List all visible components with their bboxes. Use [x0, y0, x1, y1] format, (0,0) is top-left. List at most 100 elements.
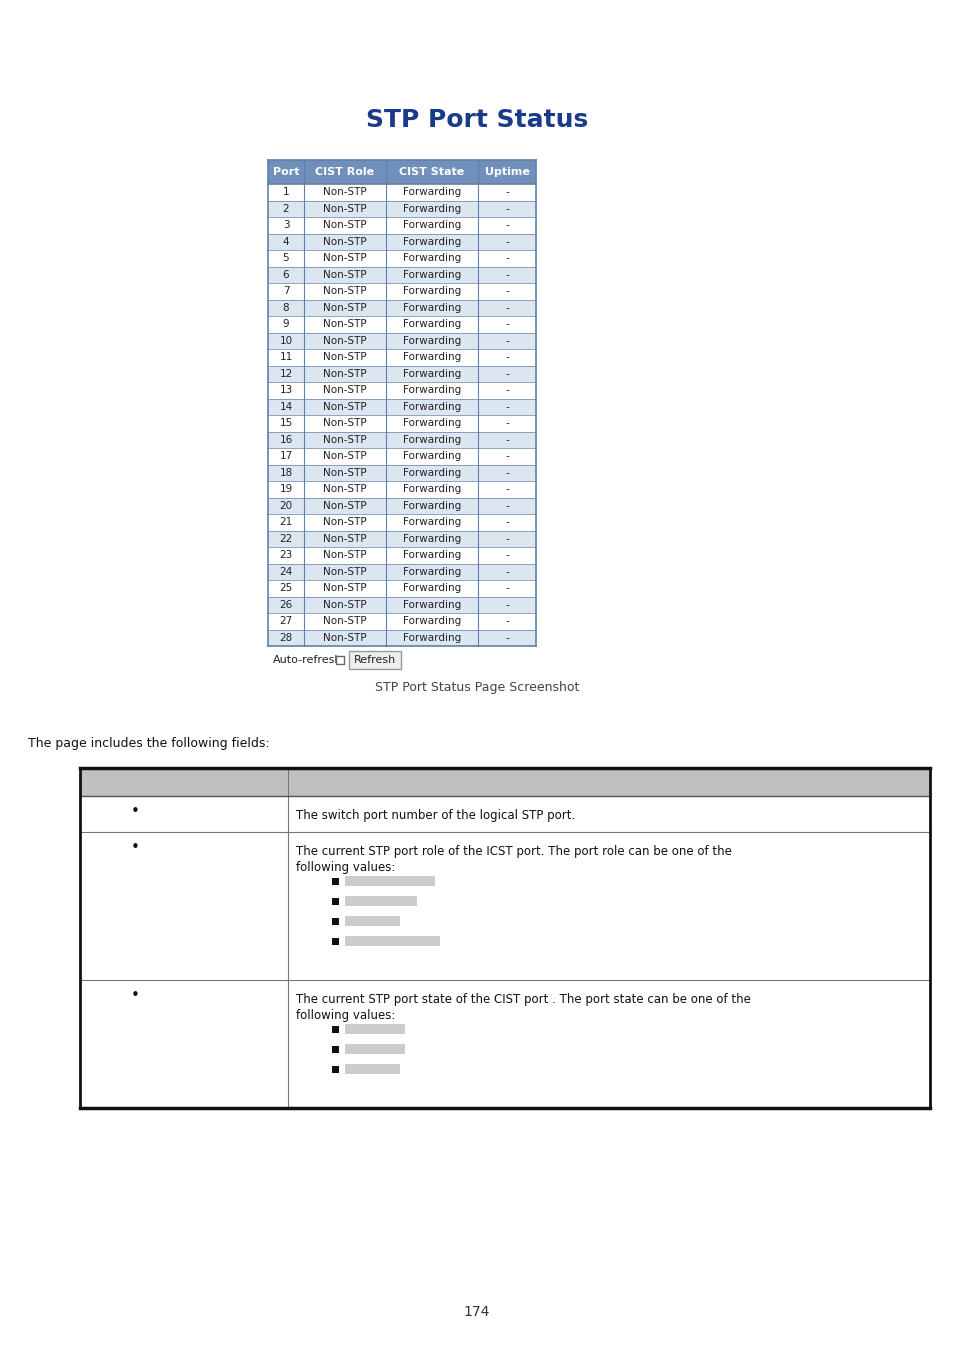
Text: -: - — [504, 583, 508, 593]
Text: Forwarding: Forwarding — [402, 319, 460, 329]
Text: Non-STP: Non-STP — [323, 270, 366, 279]
Text: 12: 12 — [279, 369, 293, 379]
Text: 4: 4 — [282, 236, 289, 247]
Text: •: • — [131, 805, 139, 819]
Text: Non-STP: Non-STP — [323, 551, 366, 560]
Text: •: • — [131, 841, 139, 856]
Text: 21: 21 — [279, 517, 293, 528]
FancyBboxPatch shape — [268, 563, 536, 580]
Text: 28: 28 — [279, 633, 293, 643]
FancyBboxPatch shape — [268, 597, 536, 613]
FancyBboxPatch shape — [345, 917, 399, 926]
Text: Forwarding: Forwarding — [402, 501, 460, 510]
Text: 13: 13 — [279, 385, 293, 396]
Text: Forwarding: Forwarding — [402, 467, 460, 478]
FancyBboxPatch shape — [268, 161, 536, 184]
FancyBboxPatch shape — [268, 350, 536, 366]
Text: -: - — [504, 485, 508, 494]
Text: -: - — [504, 451, 508, 462]
Text: 9: 9 — [282, 319, 289, 329]
Text: CIST Role: CIST Role — [315, 167, 375, 177]
Text: 26: 26 — [279, 599, 293, 610]
Text: 2: 2 — [282, 204, 289, 213]
Text: STP Port Status Page Screenshot: STP Port Status Page Screenshot — [375, 682, 578, 694]
Text: -: - — [504, 220, 508, 231]
FancyBboxPatch shape — [268, 266, 536, 283]
FancyBboxPatch shape — [80, 980, 929, 1108]
Text: Forwarding: Forwarding — [402, 236, 460, 247]
Text: The switch port number of the logical STP port.: The switch port number of the logical ST… — [295, 809, 575, 822]
Text: 10: 10 — [279, 336, 293, 346]
Text: Non-STP: Non-STP — [323, 302, 366, 313]
Text: Uptime: Uptime — [484, 167, 529, 177]
FancyBboxPatch shape — [332, 1045, 338, 1053]
Text: -: - — [504, 204, 508, 213]
FancyBboxPatch shape — [268, 481, 536, 498]
FancyBboxPatch shape — [268, 234, 536, 250]
Text: 1: 1 — [282, 188, 289, 197]
Text: Non-STP: Non-STP — [323, 254, 366, 263]
Text: Non-STP: Non-STP — [323, 501, 366, 510]
FancyBboxPatch shape — [345, 936, 439, 946]
Text: -: - — [504, 467, 508, 478]
Text: -: - — [504, 551, 508, 560]
Text: Forwarding: Forwarding — [402, 451, 460, 462]
Text: Forwarding: Forwarding — [402, 385, 460, 396]
Text: Forwarding: Forwarding — [402, 418, 460, 428]
Text: 7: 7 — [282, 286, 289, 296]
FancyBboxPatch shape — [268, 398, 536, 414]
Text: Forwarding: Forwarding — [402, 204, 460, 213]
FancyBboxPatch shape — [268, 382, 536, 398]
FancyBboxPatch shape — [335, 656, 344, 664]
Text: Non-STP: Non-STP — [323, 583, 366, 593]
FancyBboxPatch shape — [268, 498, 536, 514]
Text: Non-STP: Non-STP — [323, 533, 366, 544]
Text: Forwarding: Forwarding — [402, 599, 460, 610]
Text: -: - — [504, 286, 508, 296]
Text: CIST State: CIST State — [399, 167, 464, 177]
Text: 27: 27 — [279, 616, 293, 626]
Text: Auto-refresh: Auto-refresh — [273, 655, 342, 666]
Text: Forwarding: Forwarding — [402, 336, 460, 346]
FancyBboxPatch shape — [332, 898, 338, 904]
FancyBboxPatch shape — [345, 896, 416, 906]
Text: following values:: following values: — [295, 1008, 395, 1022]
FancyBboxPatch shape — [349, 651, 400, 670]
Text: The current STP port role of the ICST port. The port role can be one of the: The current STP port role of the ICST po… — [295, 845, 731, 859]
FancyBboxPatch shape — [268, 414, 536, 432]
FancyBboxPatch shape — [268, 448, 536, 464]
Text: Non-STP: Non-STP — [323, 352, 366, 362]
Text: -: - — [504, 188, 508, 197]
Text: Non-STP: Non-STP — [323, 599, 366, 610]
Text: 18: 18 — [279, 467, 293, 478]
Text: Forwarding: Forwarding — [402, 551, 460, 560]
FancyBboxPatch shape — [268, 284, 536, 300]
Text: -: - — [504, 633, 508, 643]
Text: Non-STP: Non-STP — [323, 418, 366, 428]
Text: Non-STP: Non-STP — [323, 633, 366, 643]
Text: STP Port Status: STP Port Status — [366, 108, 587, 132]
Text: Non-STP: Non-STP — [323, 467, 366, 478]
Text: Non-STP: Non-STP — [323, 435, 366, 444]
Text: 3: 3 — [282, 220, 289, 231]
FancyBboxPatch shape — [268, 366, 536, 382]
Text: 14: 14 — [279, 402, 293, 412]
FancyBboxPatch shape — [268, 184, 536, 201]
Text: Non-STP: Non-STP — [323, 385, 366, 396]
Text: Forwarding: Forwarding — [402, 402, 460, 412]
FancyBboxPatch shape — [268, 547, 536, 563]
Text: -: - — [504, 254, 508, 263]
FancyBboxPatch shape — [268, 531, 536, 547]
Text: -: - — [504, 369, 508, 379]
Text: Non-STP: Non-STP — [323, 286, 366, 296]
Text: 16: 16 — [279, 435, 293, 444]
Text: Non-STP: Non-STP — [323, 220, 366, 231]
Text: Non-STP: Non-STP — [323, 236, 366, 247]
Text: -: - — [504, 435, 508, 444]
FancyBboxPatch shape — [268, 580, 536, 597]
FancyBboxPatch shape — [268, 432, 536, 448]
Text: Forwarding: Forwarding — [402, 616, 460, 626]
Text: The page includes the following fields:: The page includes the following fields: — [28, 737, 270, 751]
FancyBboxPatch shape — [268, 300, 536, 316]
Text: Forwarding: Forwarding — [402, 352, 460, 362]
